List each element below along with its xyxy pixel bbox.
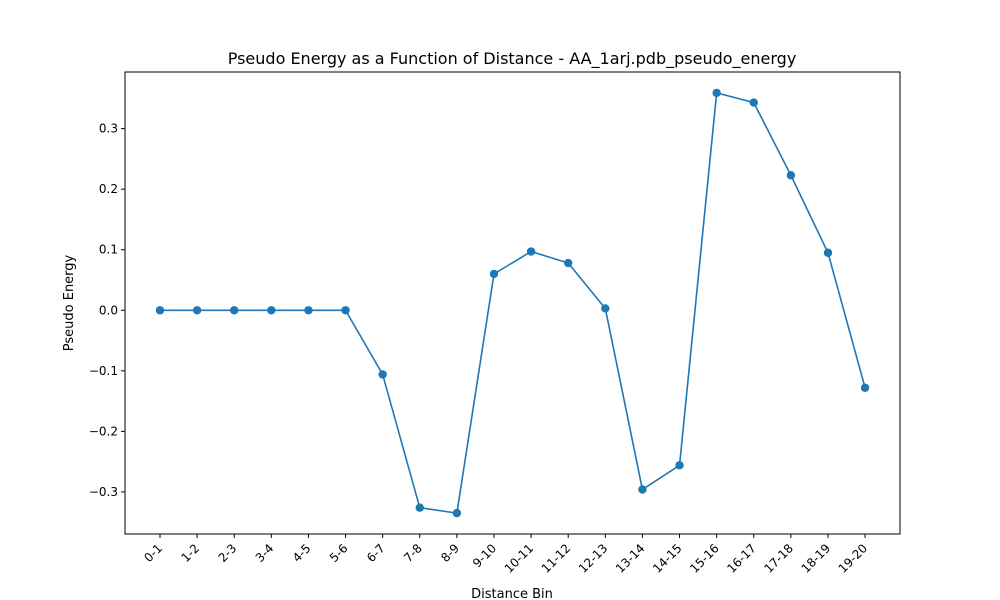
data-point (823, 248, 833, 257)
data-point (489, 269, 499, 279)
x-tick-label: 15-16 (687, 541, 722, 576)
y-tick-label: 0.2 (99, 182, 118, 196)
y-tick-label: 0.0 (99, 303, 118, 317)
x-axis: 0-1 1-2 2-3 3-4 4-5 5-6 6-7 7-8 8-9 9-10 10-11 11-1… (141, 534, 870, 576)
x-tick-label: 9-10 (470, 541, 499, 570)
data-point (452, 508, 462, 518)
x-tick-label: 13-14 (613, 541, 648, 576)
data-point (155, 306, 165, 315)
data-point (675, 461, 684, 470)
x-tick-label: 0-1 (141, 541, 165, 565)
chart-title: Pseudo Energy as a Function of Distance … (228, 49, 797, 69)
y-tick-label: −0.3 (89, 485, 118, 499)
series-layer (155, 88, 870, 518)
series-line (160, 91, 866, 515)
y-axis-title: Pseudo Energy (62, 254, 77, 351)
x-tick-label: 12-13 (576, 541, 611, 576)
x-tick-label: 4-5 (290, 541, 314, 565)
x-tick-label: 10-11 (502, 541, 537, 576)
x-tick-label: 17-18 (761, 541, 796, 576)
data-point (267, 306, 276, 315)
x-tick-label: 3-4 (253, 541, 277, 565)
data-point (601, 304, 610, 313)
data-point (192, 306, 202, 315)
x-tick-label: 14-15 (650, 541, 685, 576)
x-tick-label: 7-8 (401, 541, 425, 565)
data-point (341, 306, 350, 315)
data-point (304, 306, 313, 315)
x-tick-label: 1-2 (178, 541, 202, 565)
data-point (860, 383, 870, 392)
x-tick-label: 19-20 (836, 541, 871, 576)
y-tick-label: 0.1 (99, 243, 118, 257)
x-tick-label: 18-19 (799, 541, 834, 576)
data-point (415, 503, 424, 512)
x-tick-label: 6-7 (364, 541, 388, 565)
data-point (564, 258, 573, 268)
x-tick-label: 5-6 (327, 541, 351, 565)
data-point (712, 88, 721, 98)
plot-area-frame (124, 71, 901, 535)
data-point (786, 171, 796, 180)
x-tick-label: 16-17 (724, 541, 759, 576)
data-point (749, 98, 758, 107)
y-tick-label: −0.2 (89, 424, 118, 438)
x-tick-label: 8-9 (438, 541, 462, 565)
y-tick-label: −0.1 (89, 364, 118, 378)
x-axis-title: Distance Bin (471, 587, 553, 600)
y-tick-label: 0.3 (99, 122, 118, 136)
data-point (230, 306, 239, 315)
data-point (526, 247, 536, 256)
y-axis: −0.3 −0.2 −0.1 0.0 0.1 0.2 0.3 (89, 122, 125, 499)
x-tick-label: 11-12 (539, 541, 574, 576)
data-point (378, 370, 387, 379)
x-tick-label: 2-3 (216, 541, 240, 565)
data-point (638, 485, 647, 494)
